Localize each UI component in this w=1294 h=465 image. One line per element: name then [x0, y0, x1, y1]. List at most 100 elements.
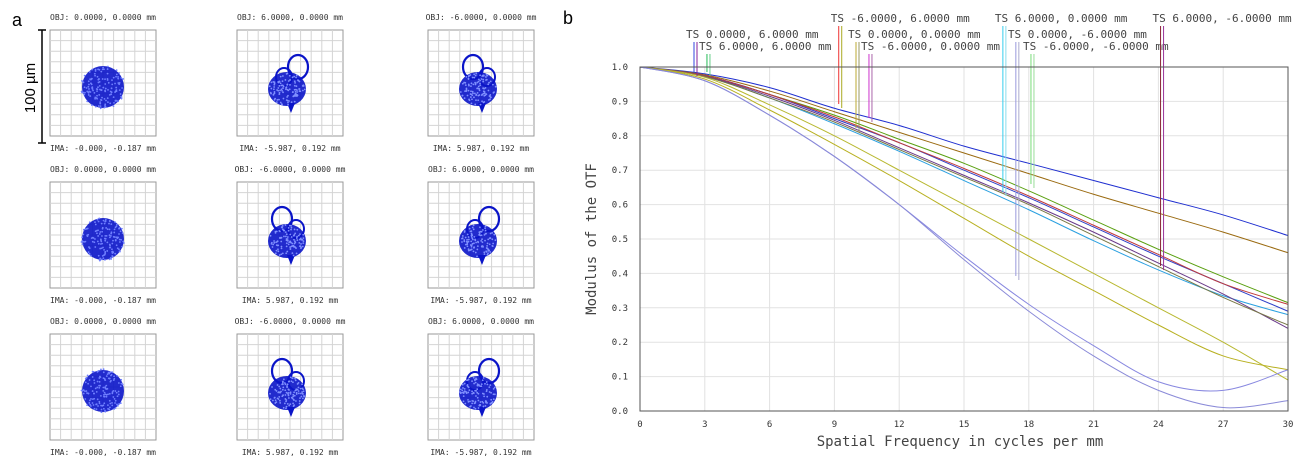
spot-ray — [289, 392, 292, 395]
spot-ray — [88, 402, 91, 404]
spot-coma-loop — [478, 67, 496, 87]
spot-ray — [299, 90, 302, 93]
spot-ray — [100, 408, 103, 411]
spot-ray — [278, 84, 281, 87]
spot-ray — [468, 389, 471, 392]
spot-ray — [95, 403, 98, 405]
tick-labels: 0 3 6 9 12 15 18 21 24 27 30 0.0 0.1 0.2 0.3 0.4 0.5 0.6 0… — [612, 63, 1294, 430]
spot-ray — [120, 382, 123, 385]
spot-ray — [469, 400, 471, 403]
spot-ray — [107, 393, 109, 396]
mtf-curve — [639, 66, 1289, 326]
spot-ray — [100, 368, 102, 371]
spot-ray — [279, 399, 281, 402]
spot-ray — [294, 389, 297, 392]
spot-ray — [281, 224, 284, 227]
spot-pattern — [80, 217, 125, 262]
spot-ray — [286, 239, 289, 242]
spot-ray — [477, 240, 479, 243]
spot-ray — [467, 89, 470, 92]
spot-ray — [293, 238, 295, 241]
spot-ray — [492, 393, 495, 396]
spot-ray — [473, 73, 476, 76]
scale-bar: 100 µm — [22, 29, 46, 144]
spot-ray — [117, 236, 119, 239]
spot-ray — [467, 240, 470, 243]
spot-ray — [96, 398, 99, 401]
spot-ray — [91, 68, 93, 71]
spot-ray — [96, 94, 98, 97]
spot-ray — [104, 83, 107, 85]
spot-ray — [295, 74, 298, 77]
spot-ray — [273, 92, 276, 95]
spot-ray — [106, 373, 109, 376]
image-field-label: IMA: 5.987, 0.192 mm — [242, 448, 339, 457]
spot-ray — [285, 88, 287, 91]
spot-ray — [471, 390, 473, 393]
spot-ray — [470, 245, 473, 248]
spot-ray — [92, 404, 95, 406]
spot-ray — [302, 85, 305, 87]
spot-ray — [97, 220, 100, 223]
spot-ray — [93, 91, 96, 94]
spot-ray — [293, 391, 296, 394]
spot-ray — [295, 393, 298, 395]
spot-ray — [295, 76, 297, 79]
spot-ray — [105, 395, 108, 398]
spot-ray — [96, 75, 99, 78]
spot-ray — [287, 243, 290, 246]
image-field-label: IMA: 5.987, 0.192 mm — [242, 296, 339, 305]
spot-ray — [106, 241, 109, 244]
spot-ray — [115, 244, 118, 247]
spot-ray — [111, 83, 114, 86]
spot-ray — [287, 391, 290, 394]
spot-ray — [117, 390, 120, 393]
spot-ray — [476, 384, 479, 387]
spot-ray — [104, 250, 107, 253]
spot-ray — [113, 231, 116, 234]
x-tick-label: 27 — [1218, 420, 1229, 430]
spot-ray — [487, 83, 490, 86]
spot-ray — [292, 395, 295, 398]
spot-ray — [94, 74, 96, 77]
field-label: TS -6.0000, 0.0000 mm — [861, 40, 1000, 122]
spot-ray — [108, 258, 111, 261]
x-tick-label: 18 — [1023, 420, 1034, 430]
spot-ray — [473, 406, 475, 409]
spot-ray — [291, 242, 294, 245]
spot-ray — [278, 93, 281, 96]
spot-ray — [114, 399, 117, 402]
spot-ray — [479, 74, 482, 77]
spot-ray — [94, 105, 97, 108]
spot-ray — [475, 241, 478, 244]
spot-ray — [270, 81, 273, 84]
spot-ray — [289, 83, 291, 86]
spot-ray — [492, 242, 495, 245]
spot-ray — [472, 224, 475, 227]
spot-ray — [467, 77, 470, 80]
spot-ray — [105, 234, 108, 237]
spot-ray — [107, 377, 110, 380]
spot-ray — [115, 223, 118, 226]
spot-ray — [473, 235, 476, 238]
spot-ray — [465, 88, 468, 91]
spot-ray — [467, 75, 470, 78]
spot-ray — [274, 252, 277, 255]
spot-ray — [276, 384, 279, 386]
spot-tail — [287, 103, 295, 113]
spot-ray — [86, 392, 88, 394]
spot-ray — [464, 84, 467, 87]
spot-ray — [291, 252, 294, 255]
spot-ray — [490, 402, 493, 404]
spot-ray — [283, 402, 286, 405]
spot-ray — [493, 233, 496, 236]
spot-diagram: OBJ: 0.0000, 0.0000 mm IMA: -0.000, -0.18… — [49, 13, 157, 153]
spot-ray — [113, 408, 116, 410]
spot-ray — [461, 389, 464, 392]
spot-ray — [478, 94, 481, 96]
spot-ray — [86, 374, 89, 377]
spot-ray — [487, 89, 490, 92]
spot-ray — [291, 76, 294, 79]
spot-ray — [112, 105, 115, 108]
